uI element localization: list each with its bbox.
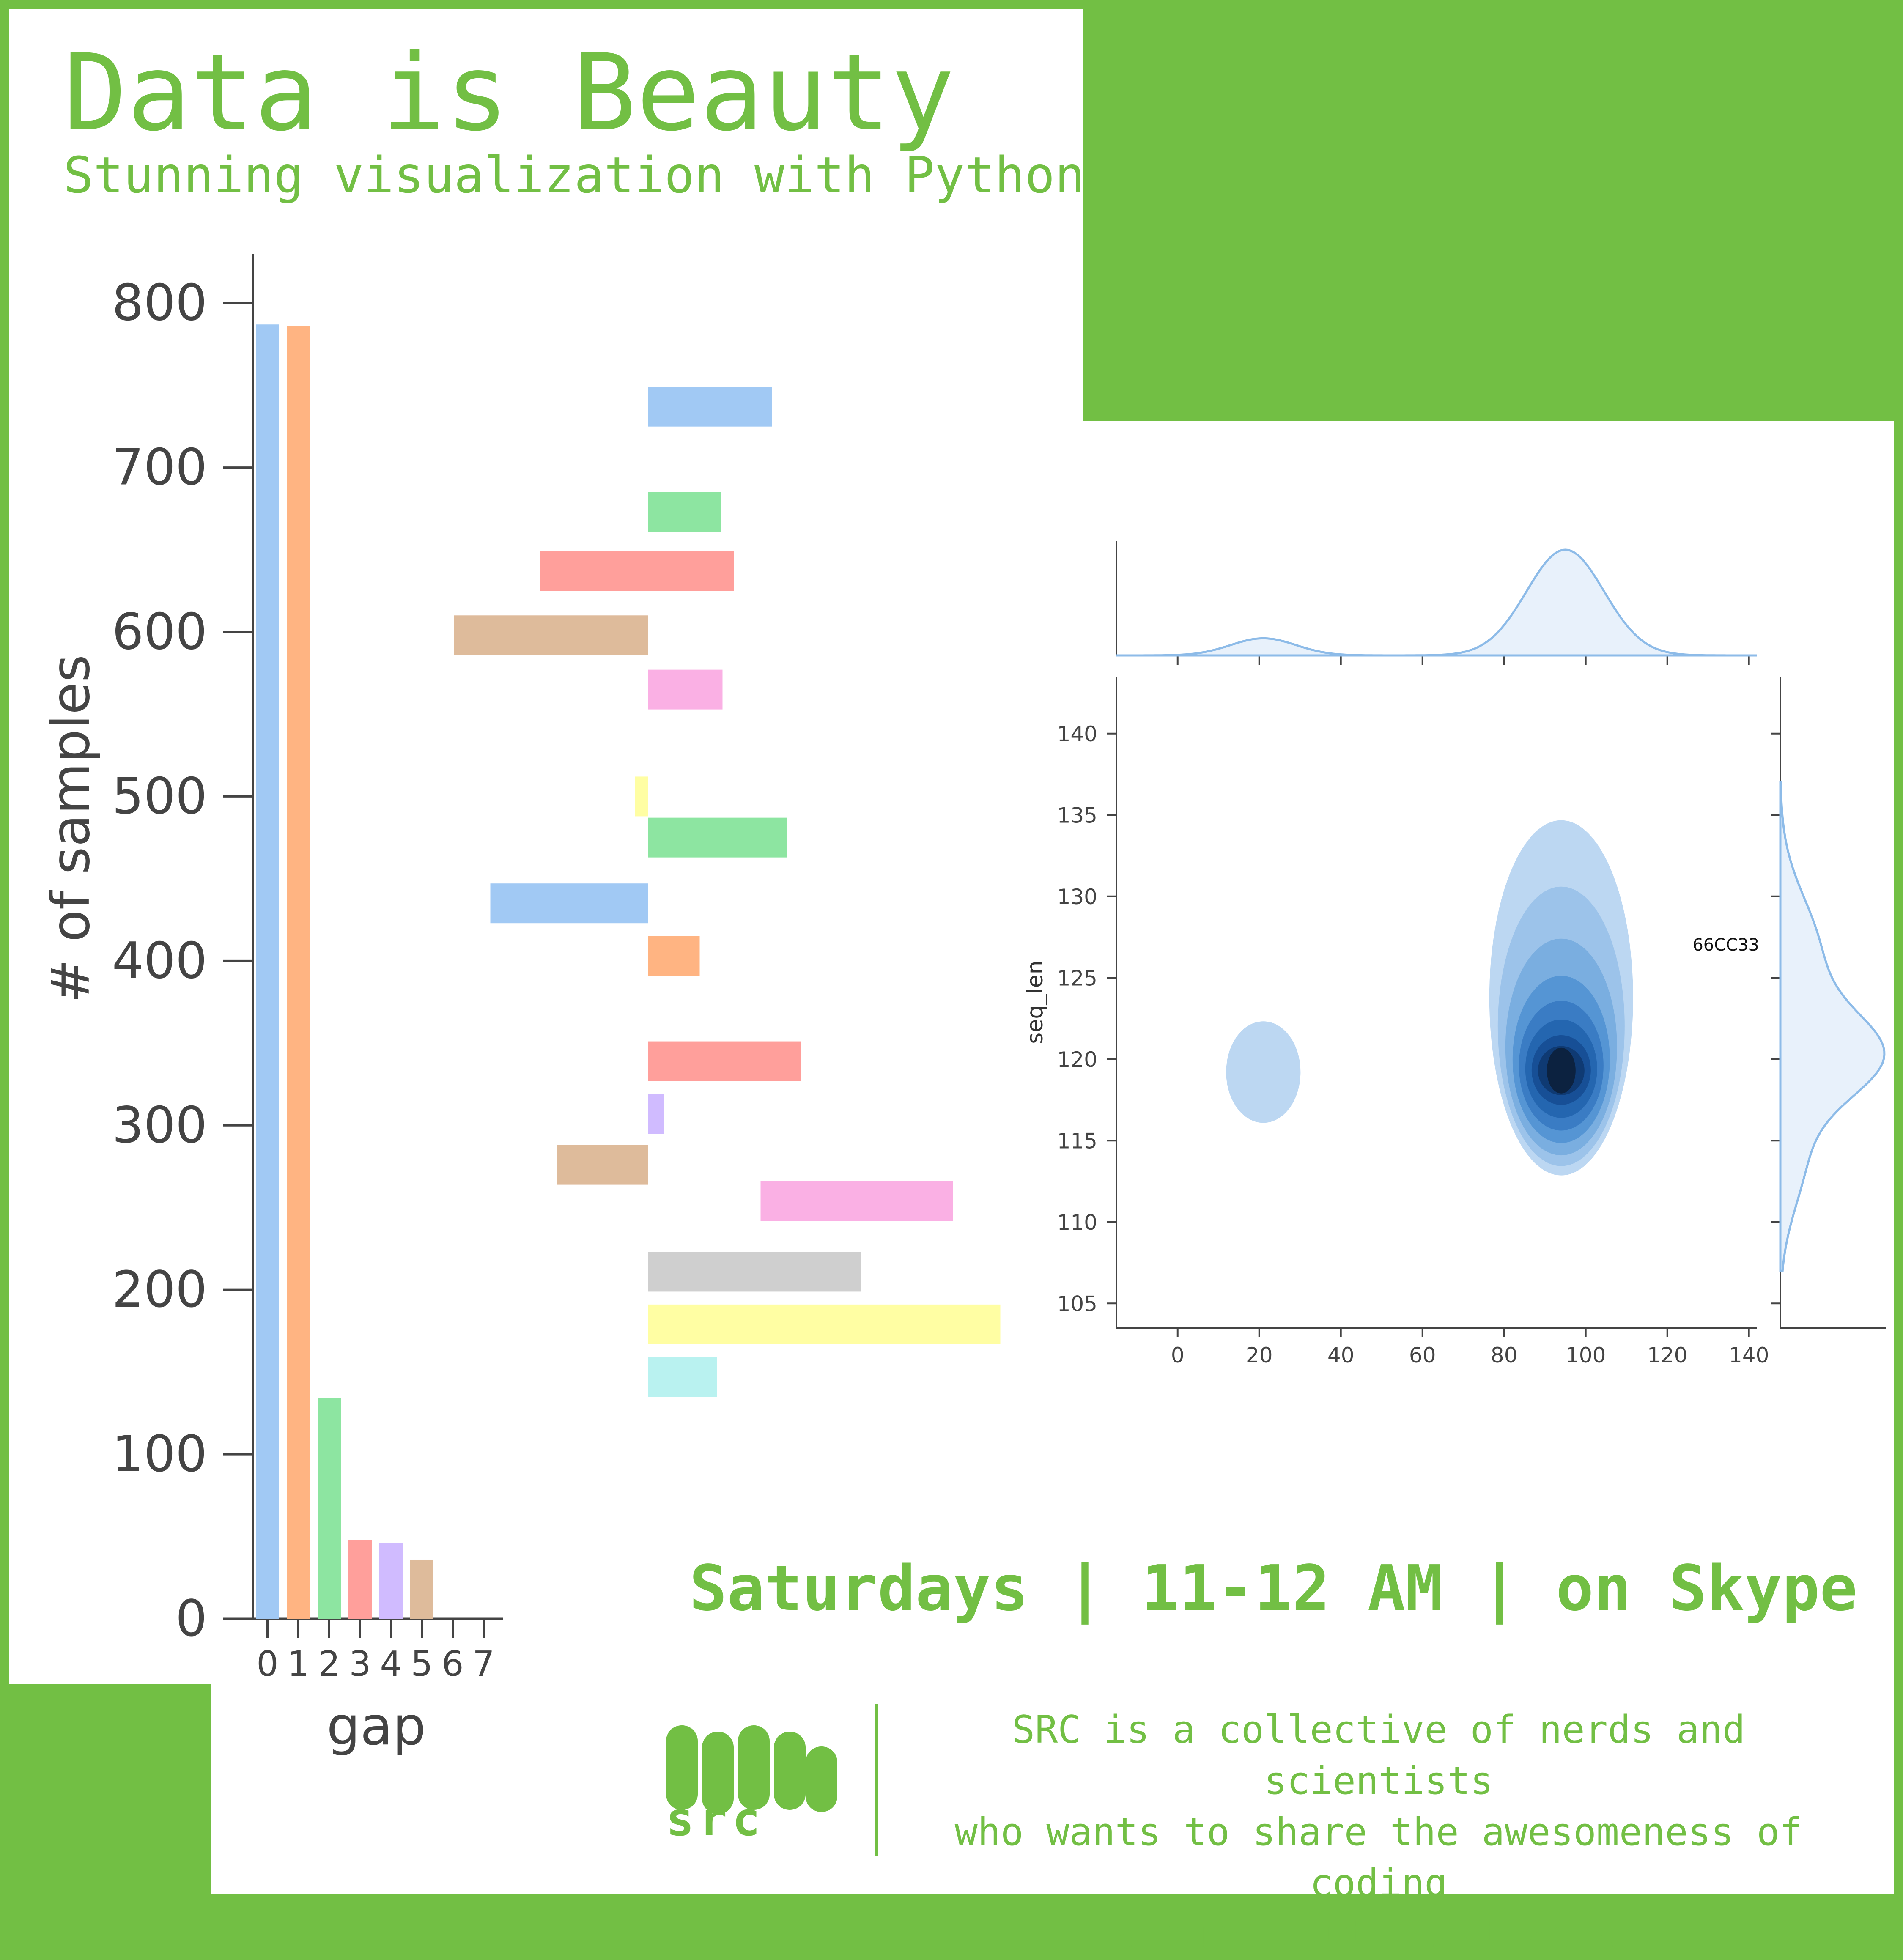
y-tick-label: 200 bbox=[112, 1260, 207, 1319]
marginal-x-density bbox=[1116, 548, 1757, 657]
kde-x-tick-label: 20 bbox=[1246, 1343, 1273, 1368]
hbar-5 bbox=[648, 669, 723, 710]
logo-pill-0 bbox=[666, 1725, 698, 1810]
x-tick-label: 4 bbox=[380, 1644, 402, 1684]
horizontal-bar-chart bbox=[454, 387, 1001, 1397]
y-tick-label: 400 bbox=[112, 931, 207, 990]
about-line: SRC is a collective of nerds and scienti… bbox=[1012, 1708, 1745, 1803]
logo-text: src bbox=[666, 1792, 765, 1846]
x-tick-label: 5 bbox=[411, 1644, 433, 1684]
kde-y-tick-label: 135 bbox=[1057, 803, 1097, 828]
hbar-1 bbox=[648, 492, 721, 532]
top-left-panel bbox=[9, 9, 1083, 1684]
y-tick-label: 800 bbox=[112, 274, 207, 332]
bar-gap-4 bbox=[379, 1543, 403, 1619]
hbar-11 bbox=[648, 1094, 664, 1134]
kde-x-tick-label: 40 bbox=[1327, 1343, 1355, 1368]
y-tick-label: 0 bbox=[175, 1589, 207, 1647]
kde-contour-small-cluster bbox=[1226, 1021, 1301, 1123]
src-logo: src bbox=[666, 1725, 837, 1846]
kde-y-tick-label: 105 bbox=[1057, 1291, 1097, 1316]
hbar-16 bbox=[648, 1357, 717, 1397]
kde-x-tick-label: 0 bbox=[1171, 1343, 1185, 1368]
logo-pill-3 bbox=[774, 1732, 806, 1810]
hbar-7 bbox=[648, 817, 787, 858]
kde-contour-level-8 bbox=[1547, 1047, 1576, 1094]
hbar-9 bbox=[648, 936, 700, 976]
bottom-panel bbox=[211, 1684, 1894, 1894]
x-tick-label: 3 bbox=[349, 1644, 371, 1684]
bar-gap-5 bbox=[410, 1559, 433, 1619]
bar-gap-0 bbox=[256, 324, 279, 1619]
kde-y-tick-label: 130 bbox=[1057, 885, 1097, 909]
logo-pill-1 bbox=[702, 1732, 734, 1814]
x-tick-label: 7 bbox=[472, 1644, 494, 1684]
bar-gap-3 bbox=[348, 1540, 372, 1619]
schedule-text: Saturdays | 11-12 AM | on Skype bbox=[689, 1552, 1858, 1625]
marginal-y-density bbox=[1779, 781, 1886, 1272]
kde-x-tick-label: 80 bbox=[1491, 1343, 1518, 1368]
kde-y-axis-label: seq_len bbox=[1023, 960, 1048, 1044]
x-tick-label: 2 bbox=[318, 1644, 340, 1684]
x-axis-label: gap bbox=[326, 1696, 426, 1757]
y-tick-label: 700 bbox=[112, 438, 207, 496]
x-tick-label: 0 bbox=[256, 1644, 278, 1684]
kde-joint-plot: 0 20 40 60 80 100 120 140 105 110 115 120 125 130 135 1… bbox=[1023, 541, 1886, 1368]
hbar-13 bbox=[760, 1181, 953, 1221]
y-axis-label: # of samples bbox=[40, 655, 101, 1003]
footer-divider bbox=[875, 1704, 878, 1856]
hbar-12 bbox=[557, 1145, 648, 1185]
hbar-14 bbox=[648, 1252, 861, 1292]
bar-gap-2 bbox=[318, 1398, 341, 1619]
right-panel bbox=[1083, 421, 1894, 1894]
logo-pill-2 bbox=[738, 1725, 770, 1810]
hbar-10 bbox=[648, 1041, 801, 1081]
kde-annotation: 66CC33 bbox=[1692, 935, 1759, 955]
page-subtitle: Stunning visualization with Python bbox=[63, 146, 1085, 204]
kde-x-tick-label: 60 bbox=[1409, 1343, 1436, 1368]
hbar-3 bbox=[540, 551, 648, 591]
hbar-0 bbox=[648, 387, 772, 427]
kde-y-tick-label: 120 bbox=[1057, 1047, 1097, 1072]
y-tick-label: 500 bbox=[112, 767, 207, 825]
kde-y-tick-label: 115 bbox=[1057, 1129, 1097, 1153]
about-text: SRC is a collective of nerds and scienti… bbox=[909, 1704, 1848, 1960]
kde-x-tick-label: 120 bbox=[1647, 1343, 1687, 1368]
kde-y-tick-label: 125 bbox=[1057, 966, 1097, 990]
about-line: around South East Asia. bbox=[1115, 1912, 1643, 1957]
kde-x-tick-label: 140 bbox=[1729, 1343, 1769, 1368]
hbar-2 bbox=[648, 551, 734, 591]
x-tick-label: 1 bbox=[287, 1644, 309, 1684]
hbar-8 bbox=[490, 883, 648, 924]
bar-gap-1 bbox=[287, 326, 310, 1619]
hbar-6 bbox=[635, 776, 648, 817]
page-title: Data is Beauty bbox=[63, 31, 955, 154]
x-tick-label: 6 bbox=[441, 1644, 463, 1684]
hbar-15 bbox=[648, 1304, 1001, 1344]
hbar-4 bbox=[454, 615, 648, 655]
y-tick-label: 600 bbox=[112, 603, 207, 661]
about-line: who wants to share the awesomeness of co… bbox=[954, 1810, 1803, 1905]
kde-x-tick-label: 100 bbox=[1566, 1343, 1606, 1368]
logo-pill-4 bbox=[806, 1746, 837, 1812]
y-tick-label: 300 bbox=[112, 1096, 207, 1154]
kde-y-tick-label: 140 bbox=[1057, 722, 1097, 746]
kde-y-tick-label: 110 bbox=[1057, 1210, 1097, 1235]
y-tick-label: 100 bbox=[112, 1425, 207, 1483]
